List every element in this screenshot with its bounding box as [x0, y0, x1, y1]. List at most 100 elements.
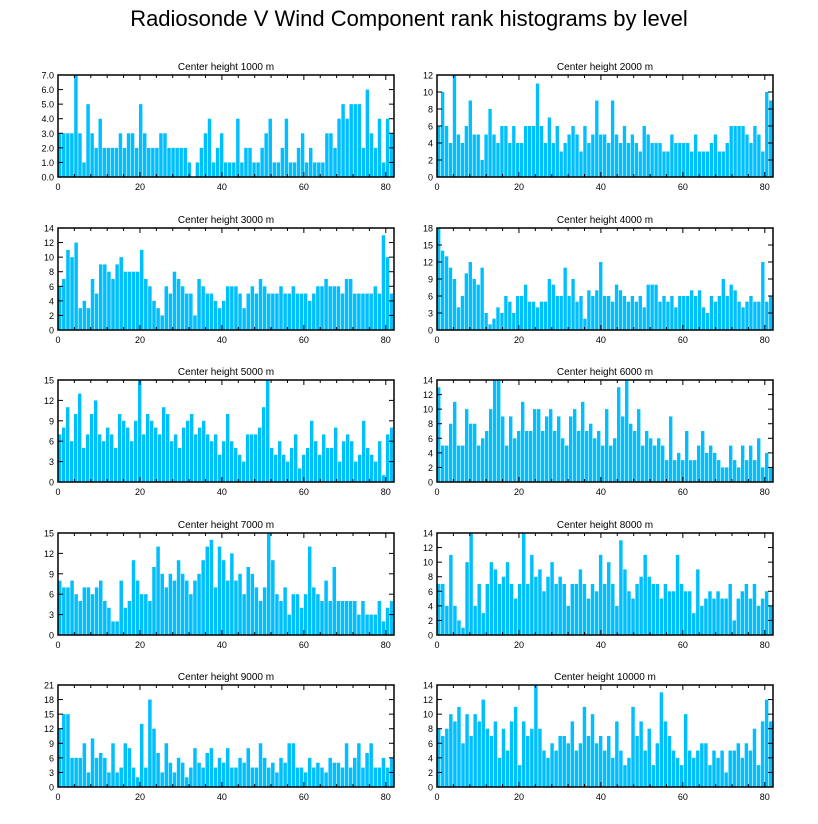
x-tick-label: 0: [55, 335, 60, 345]
histogram-bar: [206, 434, 210, 482]
histogram-bar: [757, 301, 761, 330]
histogram-bar: [472, 279, 476, 330]
histogram-panel: Center height 3000 m 0 2 4 6 8 10 12 14 0 20 40 60 80: [44, 215, 395, 345]
histogram-bar: [130, 133, 135, 177]
histogram-bar: [512, 126, 516, 177]
histogram-bar: [328, 757, 332, 787]
histogram-bar: [246, 748, 250, 787]
histogram-bar: [337, 118, 341, 177]
histogram-bar: [271, 762, 275, 787]
histogram-bar: [62, 427, 66, 482]
histogram-bar: [724, 772, 728, 787]
histogram-bar: [671, 591, 676, 635]
histogram-bar: [160, 772, 164, 787]
histogram-bar: [385, 767, 390, 787]
histogram-bar: [675, 757, 680, 787]
panel-title: Center height 6000 m: [557, 367, 653, 378]
histogram-bar: [619, 540, 623, 635]
histogram-bar: [336, 601, 341, 635]
histogram-bar: [106, 147, 111, 177]
histogram-bar: [567, 134, 571, 177]
histogram-bar: [82, 162, 86, 177]
y-tick-label: 18: [423, 224, 433, 234]
x-tick-label: 20: [514, 640, 524, 650]
histogram-bar: [271, 560, 275, 635]
histogram-bar: [197, 573, 201, 635]
histogram-bar: [627, 591, 631, 635]
histogram-bar: [70, 441, 74, 482]
histogram-bar: [634, 143, 638, 177]
histogram-bar: [554, 584, 558, 635]
histogram-bar: [465, 714, 469, 787]
histogram-bar: [234, 580, 238, 635]
histogram-bar: [304, 162, 309, 177]
histogram-bar: [266, 767, 271, 787]
histogram-bar: [595, 100, 599, 177]
histogram-bar: [160, 315, 164, 330]
histogram-bar: [440, 250, 445, 330]
histogram-bar: [605, 409, 609, 482]
y-tick-label: 12: [423, 390, 433, 400]
histogram-bar: [219, 133, 224, 177]
histogram-bar: [201, 286, 205, 330]
x-tick-label: 60: [678, 335, 688, 345]
histogram-bar: [441, 736, 445, 787]
histogram-bar: [607, 736, 611, 787]
x-tick-label: 20: [135, 487, 145, 497]
histogram-bar: [602, 584, 607, 635]
histogram-bar: [594, 591, 599, 635]
histogram-bar: [523, 126, 528, 177]
x-tick-label: 20: [514, 792, 524, 802]
histogram-bar: [260, 147, 264, 177]
x-tick-label: 80: [381, 792, 391, 802]
histogram-bar: [114, 147, 119, 177]
histogram-bar: [348, 601, 353, 635]
histogram-bar: [180, 762, 185, 787]
histogram-bar: [381, 757, 386, 787]
histogram-bar: [366, 448, 370, 482]
histogram-bar: [504, 296, 508, 330]
histogram-bar: [473, 605, 477, 635]
x-tick-label: 60: [299, 640, 309, 650]
histogram-bar: [709, 445, 713, 482]
histogram-bar: [74, 757, 78, 787]
histogram-bar: [158, 434, 162, 482]
histogram-bar: [119, 767, 123, 787]
histogram-bar: [607, 562, 611, 635]
histogram-bar: [291, 594, 296, 635]
histogram-bar: [725, 143, 729, 177]
histogram-bar: [693, 296, 698, 330]
histogram-bar: [760, 721, 765, 787]
y-tick-label: 21: [44, 681, 54, 691]
histogram-bar: [736, 743, 741, 787]
x-tick-label: 40: [596, 335, 606, 345]
histogram-bar: [234, 448, 238, 482]
histogram-panel: Center height 9000 m 0 3 6 9 12 15 18 21 0 20 40 60 8…: [44, 672, 395, 802]
histogram-bar: [457, 706, 461, 787]
histogram-bar: [135, 580, 140, 635]
histogram-bar: [615, 605, 619, 635]
histogram-bar: [302, 454, 306, 482]
histogram-bar: [377, 118, 382, 177]
histogram-bar: [284, 118, 289, 177]
histogram-bar: [674, 143, 678, 177]
histogram-bar: [553, 431, 557, 482]
x-tick-label: 40: [217, 792, 227, 802]
x-tick-label: 20: [135, 792, 145, 802]
histogram-bar: [342, 441, 346, 482]
histogram-bar: [307, 757, 312, 787]
histogram-bar: [303, 594, 308, 635]
histogram-bar: [720, 750, 724, 787]
histogram-bar: [534, 576, 538, 635]
x-tick-label: 80: [381, 182, 391, 192]
x-tick-label: 80: [760, 335, 770, 345]
histogram-bar: [130, 441, 134, 482]
y-tick-label: 6: [428, 292, 433, 302]
histogram-bar: [444, 256, 449, 330]
histogram-bar: [662, 151, 666, 177]
histogram-bar: [234, 767, 238, 787]
histogram-bar: [324, 580, 328, 635]
histogram-bar: [144, 279, 148, 330]
histogram-bar: [662, 296, 666, 330]
y-tick-label: 6.0: [41, 85, 54, 95]
